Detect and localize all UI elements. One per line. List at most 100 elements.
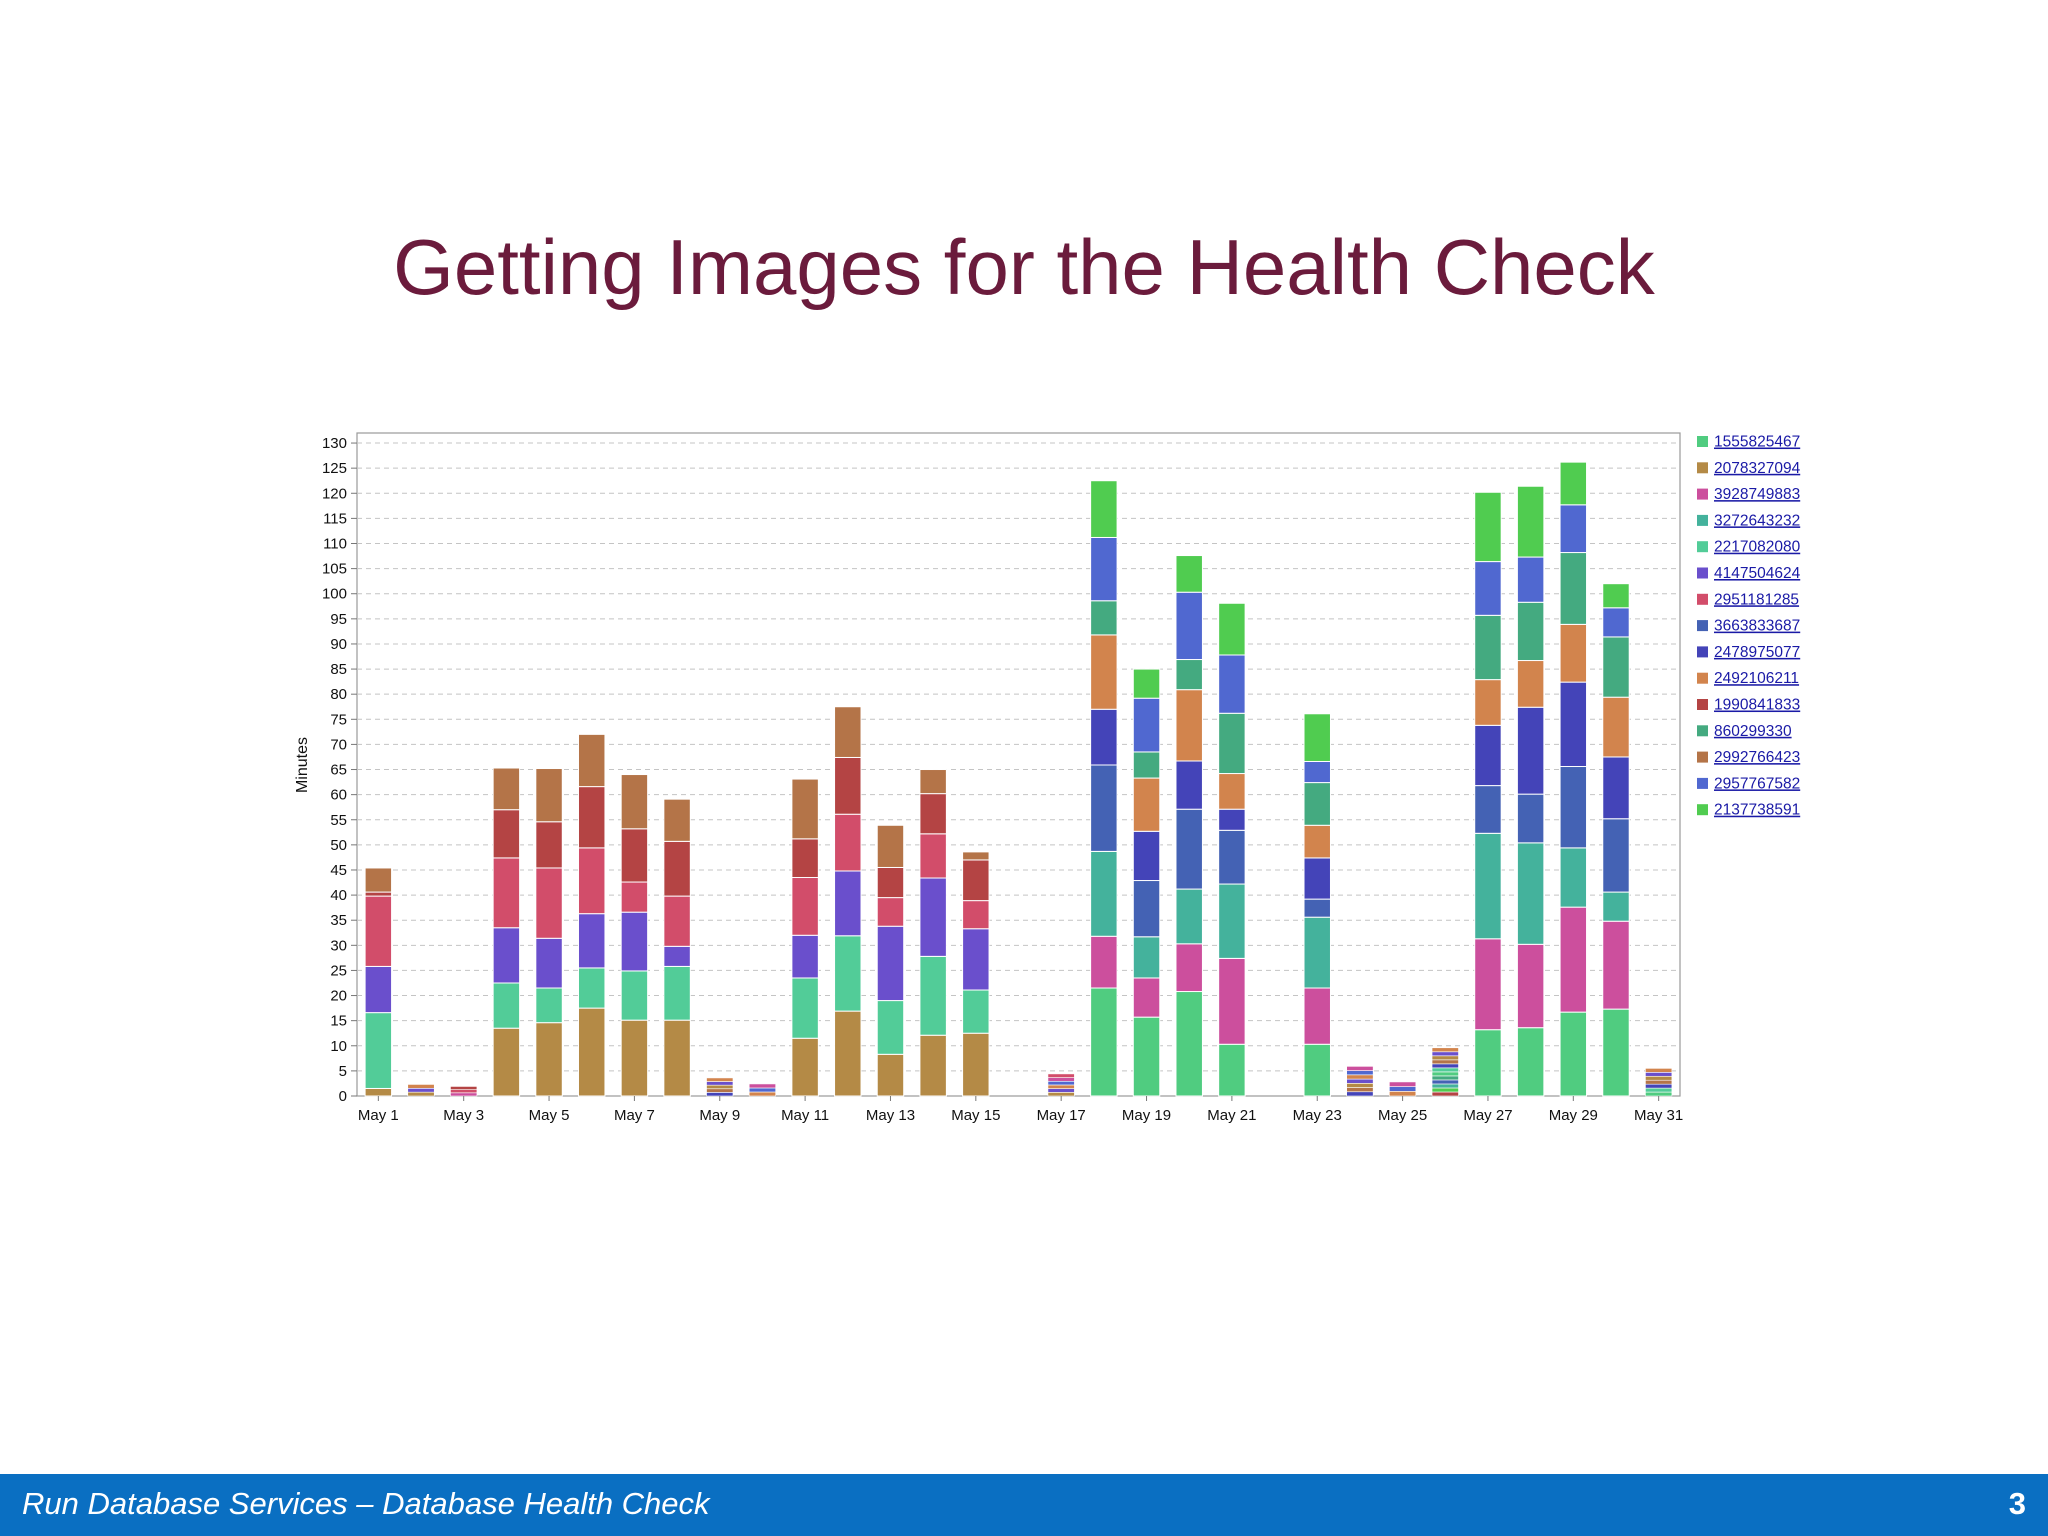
bar-segment bbox=[535, 987, 563, 1024]
y-tick-label: 15 bbox=[330, 1013, 347, 1030]
bar-segment bbox=[919, 833, 947, 879]
x-tick-label: May 25 bbox=[1378, 1107, 1427, 1124]
y-tick-label: 10 bbox=[330, 1038, 347, 1055]
bar-segment bbox=[535, 768, 563, 823]
legend-entry[interactable]: 2951181285 bbox=[1714, 591, 1799, 608]
bar-segment bbox=[1132, 697, 1161, 753]
y-tick-label: 25 bbox=[330, 962, 347, 979]
bar-segment bbox=[1559, 504, 1588, 554]
bar-segment bbox=[364, 895, 393, 967]
bar-segment bbox=[1516, 793, 1545, 844]
legend-entry[interactable]: 2478975077 bbox=[1714, 644, 1800, 661]
bar-segment bbox=[919, 1034, 947, 1097]
bar-segment bbox=[1645, 1079, 1673, 1085]
legend-entry[interactable]: 1990841833 bbox=[1714, 697, 1800, 714]
legend-entry[interactable]: 1555825467 bbox=[1714, 434, 1800, 451]
bar-segment bbox=[1516, 1027, 1545, 1097]
legend-entry[interactable]: 2078327094 bbox=[1714, 460, 1801, 477]
bar-segment bbox=[450, 1089, 478, 1094]
bar-segment bbox=[1303, 760, 1331, 784]
bar-segment bbox=[1474, 614, 1502, 681]
bar-segment bbox=[1175, 591, 1203, 661]
bar-segment bbox=[1431, 1079, 1459, 1085]
bar-segment bbox=[620, 881, 649, 913]
bar-segment bbox=[1218, 883, 1246, 959]
bar-segment bbox=[492, 1027, 521, 1097]
bar-segment bbox=[1090, 536, 1118, 602]
x-tick-label: May 29 bbox=[1549, 1107, 1598, 1124]
legend-swatch bbox=[1697, 646, 1708, 658]
legend-entry[interactable]: 2992766423 bbox=[1714, 749, 1800, 766]
bar-segment bbox=[706, 1084, 734, 1090]
legend-entry[interactable]: 2492106211 bbox=[1714, 670, 1799, 687]
bar-segment bbox=[1602, 756, 1630, 820]
x-tick-label: May 11 bbox=[781, 1107, 829, 1124]
bar-segment bbox=[1303, 857, 1331, 900]
bar-segment bbox=[663, 1019, 691, 1097]
y-tick-label: 35 bbox=[330, 912, 347, 929]
slide-title: Getting Images for the Health Check bbox=[393, 223, 1655, 311]
bar-segment bbox=[962, 859, 990, 902]
bar-segment bbox=[1474, 1029, 1502, 1097]
bar-segment bbox=[1474, 938, 1502, 1031]
bar-segment bbox=[1090, 764, 1118, 852]
bar-segment bbox=[1645, 1087, 1673, 1093]
bar-segment bbox=[1559, 461, 1588, 506]
x-tick-label: May 21 bbox=[1207, 1107, 1256, 1124]
legend-swatch bbox=[1697, 777, 1708, 789]
legend-swatch bbox=[1697, 699, 1708, 710]
bar-segment bbox=[1047, 1073, 1075, 1078]
bar-segment bbox=[620, 911, 649, 972]
bar-segment bbox=[1474, 785, 1502, 834]
x-tick-label: May 1 bbox=[358, 1107, 399, 1124]
legend-entry[interactable]: 4147504624 bbox=[1714, 565, 1801, 582]
bar-segment bbox=[492, 767, 521, 811]
bar-segment bbox=[834, 756, 862, 815]
legend-entry[interactable]: 3928749883 bbox=[1714, 486, 1800, 503]
legend-swatch bbox=[1697, 620, 1708, 632]
footer-bar: Run Database Services – Database Health … bbox=[0, 1474, 2048, 1536]
bar-segment bbox=[1346, 1078, 1374, 1084]
legend-entry[interactable]: 3272643232 bbox=[1714, 512, 1800, 529]
bar-segment bbox=[1047, 1088, 1075, 1093]
legend-entry[interactable]: 2957767582 bbox=[1714, 775, 1800, 792]
y-tick-label: 100 bbox=[322, 586, 347, 603]
y-tick-label: 85 bbox=[330, 661, 347, 678]
y-tick-label: 120 bbox=[322, 485, 347, 502]
bar-segment bbox=[1431, 1087, 1459, 1093]
legend-entry[interactable]: 860299330 bbox=[1714, 723, 1792, 740]
bar-segment bbox=[1303, 916, 1331, 989]
bar-segment bbox=[1090, 600, 1118, 636]
legend-entry[interactable]: 3663833687 bbox=[1714, 618, 1800, 635]
y-tick-label: 130 bbox=[322, 435, 347, 452]
legend-entry[interactable]: 2137738591 bbox=[1714, 802, 1800, 819]
bar-segment bbox=[1346, 1074, 1374, 1080]
bar-segment bbox=[919, 955, 947, 1036]
bar-segment bbox=[919, 877, 947, 957]
bar-segment bbox=[1645, 1091, 1673, 1097]
bar-segment bbox=[1389, 1081, 1417, 1087]
legend-swatch bbox=[1697, 751, 1708, 763]
bar-segment bbox=[876, 1053, 905, 1097]
page-number: 3 bbox=[2008, 1486, 2026, 1521]
bar-segment bbox=[1559, 681, 1588, 768]
bar-segment bbox=[1474, 724, 1502, 787]
x-tick-label: May 9 bbox=[699, 1107, 740, 1124]
bar-segment bbox=[791, 838, 819, 879]
bar-segment bbox=[535, 821, 563, 869]
axes: 0 5 10 15 20 25 30 35 40 45 50 55 60 65 70 75 80 85 90 95 10… bbox=[294, 435, 1683, 1124]
bar-segment bbox=[1047, 1084, 1075, 1089]
bar-segment bbox=[1218, 1043, 1246, 1097]
bar-segment bbox=[706, 1077, 734, 1082]
y-axis-label: Minutes bbox=[294, 737, 311, 793]
bar-segment bbox=[407, 1084, 435, 1089]
stacked-bar-chart: 0 5 10 15 20 25 30 35 40 45 50 55 60 65 70 75 80 85 90 95 10… bbox=[294, 432, 1801, 1124]
bar-segment bbox=[1132, 977, 1161, 1018]
bar-segment bbox=[1474, 491, 1502, 563]
bar-segment bbox=[1516, 706, 1545, 795]
bar-segment bbox=[1047, 1080, 1075, 1086]
bar-segment bbox=[663, 798, 691, 842]
bar-segment bbox=[1474, 679, 1502, 726]
legend-entry[interactable]: 2217082080 bbox=[1714, 539, 1801, 556]
bar-segment bbox=[962, 851, 990, 861]
